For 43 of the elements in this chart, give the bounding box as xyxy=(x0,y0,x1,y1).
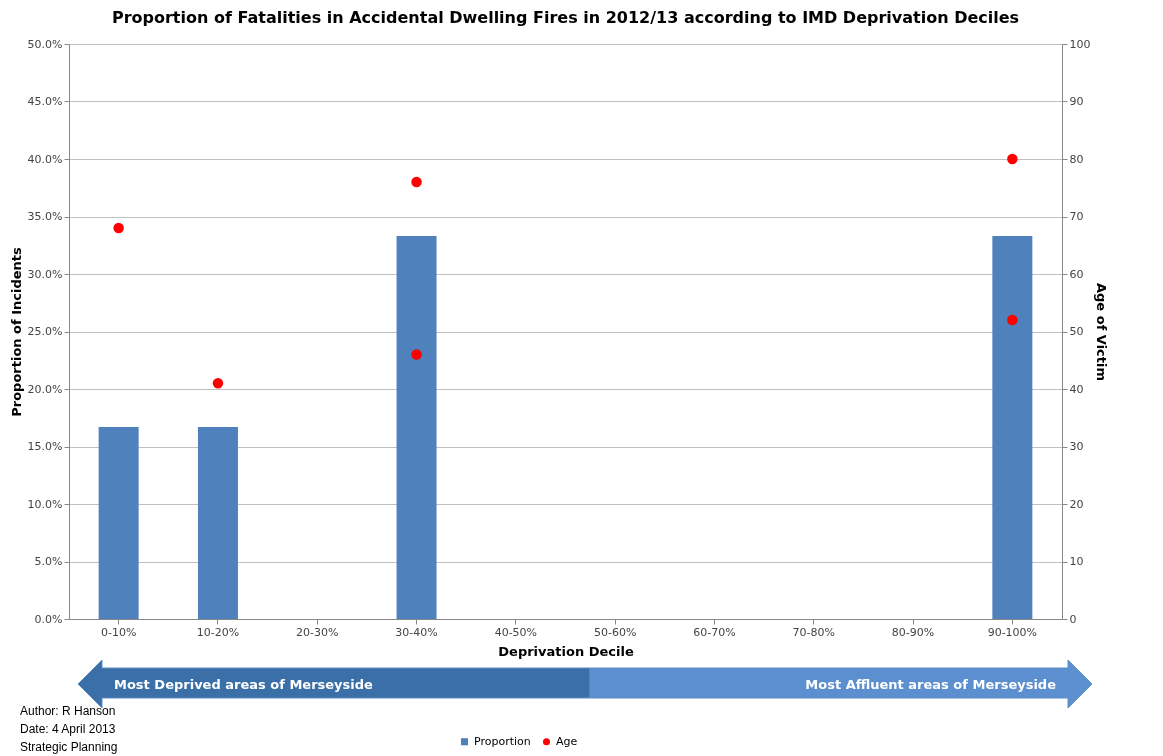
chart-title: Proportion of Fatalities in Accidental Dwelling Fires in 2012/13 according to IMD Deprivation Deciles xyxy=(111,8,1020,27)
x-tick-label: 30-40% xyxy=(395,625,438,639)
x-axis-title: Deprivation Decile xyxy=(498,643,634,659)
legend-label: Age xyxy=(556,734,578,748)
legend-label: Proportion xyxy=(474,734,531,748)
y-tick-label: 40.0% xyxy=(27,152,63,166)
y2-tick-label: 60 xyxy=(1069,267,1084,281)
y2-tick-label: 20 xyxy=(1069,497,1084,511)
y-tick-label: 15.0% xyxy=(27,440,63,453)
y2-axis-title: Age of Victim xyxy=(1094,282,1110,382)
y2-tick-label: 40 xyxy=(1069,382,1084,396)
x-tick-label: 10-20% xyxy=(196,625,240,639)
y2-tick-label: 70 xyxy=(1069,210,1084,223)
y-tick-label: 10.0% xyxy=(27,497,63,511)
y2-tick-label: 90 xyxy=(1069,95,1084,108)
x-tick-label: 20-30% xyxy=(296,625,339,639)
x-tick-label: 80-90% xyxy=(891,625,935,639)
y2-tick-label: 10 xyxy=(1069,555,1084,568)
text: Author: R Hanson xyxy=(20,703,117,720)
y-tick-label: 30.0% xyxy=(27,267,63,281)
text: Most Deprived areas of Merseyside xyxy=(114,677,374,692)
y-tick-label: 45.0% xyxy=(27,95,63,108)
y-tick-label: 35.0% xyxy=(27,210,63,223)
y-axis-title: Proportion of Incidents xyxy=(8,246,24,417)
y2-tick-label: 80 xyxy=(1069,152,1084,166)
x-tick-label: 50-60% xyxy=(593,625,637,639)
text: Most Affluent areas of Merseyside xyxy=(805,677,1057,692)
x-tick-label: 0-10% xyxy=(100,625,137,639)
y-tick-label: 25.0% xyxy=(27,325,63,338)
y2-tick-label: 30 xyxy=(1069,440,1084,453)
y-tick-label: 20.0% xyxy=(27,382,63,396)
x-tick-label: 40-50% xyxy=(494,625,538,639)
x-tick-label: 60-70% xyxy=(693,625,736,639)
x-tick-label: 90-100% xyxy=(987,625,1038,639)
text: Strategic Planning xyxy=(20,739,118,756)
y2-tick-label: 50 xyxy=(1069,325,1084,338)
y2-tick-label: 100 xyxy=(1069,37,1091,51)
y-tick-label: 0.0% xyxy=(34,612,63,626)
y-tick-label: 50.0% xyxy=(27,37,63,51)
text: Date: 4 April 2013 xyxy=(20,721,117,738)
x-tick-label: 70-80% xyxy=(792,625,835,639)
y-tick-label: 5.0% xyxy=(34,555,63,568)
y2-tick-label: 0 xyxy=(1069,612,1077,626)
